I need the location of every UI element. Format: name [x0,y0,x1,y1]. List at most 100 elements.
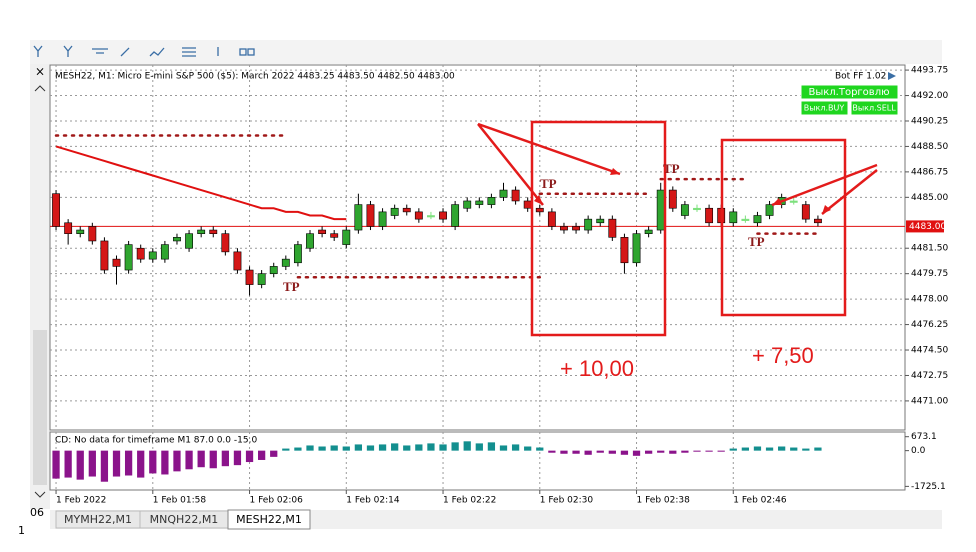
candle-body [813,218,822,224]
current-price-tag [906,220,944,233]
candle-body [76,229,85,234]
histogram-bar [584,450,592,455]
x-tick-label: 1 Feb 02:06 [250,496,304,506]
histogram-bar [499,445,508,451]
profit-annotation: + 7,50 [752,343,814,368]
y-tick-label: -1725.1 [911,482,946,492]
y-tick-label: 4492.00 [911,91,948,101]
candle-body [281,258,290,267]
histogram-bar [802,448,810,451]
tab-active[interactable] [227,509,311,530]
candle-body [209,229,218,234]
x-tick-label: 1 Feb 02:38 [637,496,691,506]
profit-annotation: + 10,00 [560,356,634,381]
scroll-up[interactable] [34,85,46,92]
candle-body [511,189,520,202]
y-tick-label: 4490.25 [911,116,948,126]
candle-body [112,258,121,267]
histogram-bar [475,443,483,451]
x-tick-label: 1 Feb 02:46 [733,496,787,506]
candle-body [233,251,242,271]
candle-body [88,226,97,242]
candle-body [729,211,738,224]
histogram-bar [548,450,556,453]
candle-body [100,240,109,271]
histogram-bar [608,450,616,454]
y-tick-label: 4488.50 [911,142,948,152]
close-button[interactable]: × [35,65,45,79]
scroll-down[interactable] [34,491,46,498]
y-tick-label: 4479.75 [911,269,948,279]
trade-toggle-button[interactable] [800,84,899,100]
candle-body [439,211,447,220]
histogram-bar [342,446,350,451]
histogram-bar [185,450,193,470]
sell-toggle-label: Выкл.SELL [852,104,896,113]
histogram-bar [524,446,532,451]
candle-body [705,207,714,224]
x-tick-label: 1 Feb 02:22 [443,496,496,506]
candle-body [753,215,762,224]
candle-body [572,226,580,231]
bot-icon [888,72,896,80]
indicator-title: CD: No data for timeframe M1 87.0 0.0 -1… [55,436,257,446]
candle-body [52,193,60,227]
candle-body [354,204,363,231]
trade-toggle-label: Выкл.Торговлю [808,87,889,98]
histogram-bar [137,450,145,478]
candle-body [197,229,206,234]
histogram-bar [403,445,411,451]
candle-body [378,211,387,227]
scrollbar-thumb[interactable] [33,330,47,485]
x-tick-label: 1 Feb 01:58 [153,496,207,506]
toolbar-icons[interactable] [33,45,255,57]
candle-body [173,237,181,242]
side-label: 1 [18,524,25,537]
sell-toggle-button[interactable] [850,100,899,116]
histogram-bar [511,444,520,451]
candle-body [801,204,810,220]
histogram-bar [161,450,169,475]
buy-toggle-button[interactable] [800,100,849,116]
histogram-bar [378,444,387,451]
candle-body [499,189,508,198]
histogram-bar [463,441,471,451]
candle-body [257,273,266,285]
bot-label: Bot FF 1.02 [835,72,886,82]
side-label: 06 [30,506,44,519]
buy-toggle-label: Выкл.BUY [804,104,845,113]
candle-body [463,200,472,209]
histogram-bar [669,450,677,454]
candle-body [293,244,302,264]
y-tick-label: 4472.75 [911,371,948,381]
y-tick-label: 4471.00 [911,396,948,406]
candle-body [342,229,351,245]
candle-body [402,207,411,213]
candle-body [451,204,460,227]
y-tick-label: 4476.25 [911,320,948,330]
histogram-bar [112,450,121,477]
candle-body [523,200,532,209]
candle-body [693,207,701,211]
candle-body [487,197,496,205]
histogram-bar [729,448,737,451]
candle-body [535,207,544,213]
histogram-bar [451,442,459,451]
histogram-bar [427,443,435,451]
moving-average [55,145,347,221]
tp-label: TP [540,176,557,191]
candle-body [680,204,689,216]
candle-body [221,233,230,253]
x-tick-label: 1 Feb 2022 [56,496,106,506]
candle-body [608,218,617,238]
tab-label: MYMH22,M1 [64,513,132,526]
candle-body [560,226,568,231]
candle-body [318,229,327,234]
histogram-bar [681,450,689,453]
candle-body [185,233,194,249]
candle-body [124,244,133,271]
histogram-bar [282,448,290,451]
histogram-bar [644,450,653,454]
histogram-bar [620,450,629,455]
